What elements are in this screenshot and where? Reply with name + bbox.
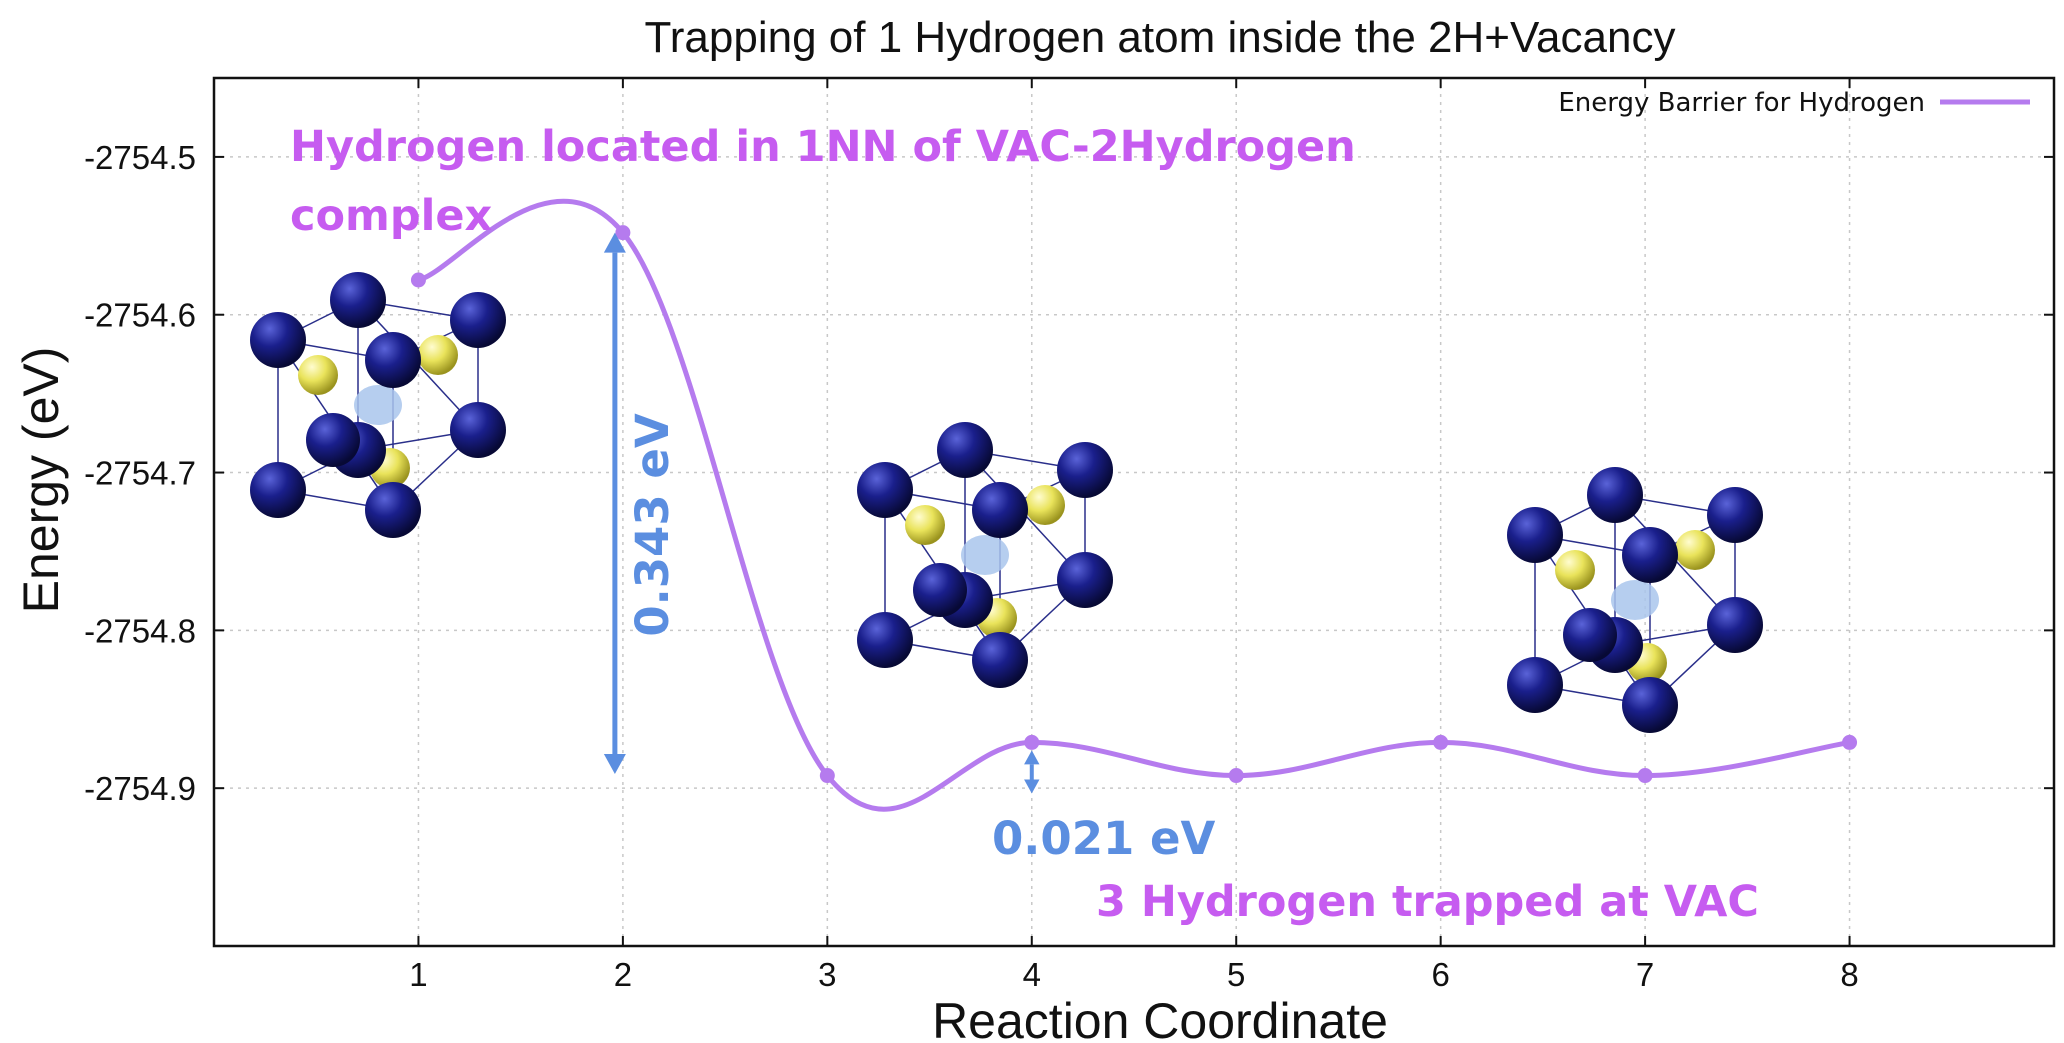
metal-atom-icon (365, 332, 421, 388)
hydrogen-atom-icon (418, 335, 458, 375)
grid-lines (214, 78, 2054, 946)
y-axis-label: Energy (eV) (13, 347, 69, 614)
x-axis-label: Reaction Coordinate (932, 993, 1388, 1043)
lattice-structure-icon (1507, 467, 1763, 733)
x-tick-label: 4 (1023, 956, 1041, 993)
hydrogen-atom-icon (1025, 485, 1065, 525)
metal-atom-icon (1057, 442, 1113, 498)
metal-atom-icon (330, 272, 386, 328)
metal-atom-icon (1563, 608, 1617, 662)
chart-title: Trapping of 1 Hydrogen atom inside the 2… (645, 13, 1676, 62)
metal-atom-icon (1622, 677, 1678, 733)
arrow-head-down (1024, 779, 1040, 794)
metal-atom-icon (857, 612, 913, 668)
metal-atom-icon (1707, 487, 1763, 543)
metal-atom-icon (450, 402, 506, 458)
metal-atom-icon (250, 312, 306, 368)
x-tick-label: 1 (409, 956, 427, 993)
metal-atom-icon (1057, 552, 1113, 608)
metal-atom-icon (1622, 527, 1678, 583)
hydrogen-atom-icon (1675, 530, 1715, 570)
data-point (819, 768, 835, 784)
vacancy-site-icon (354, 385, 402, 425)
lattice-structure-icon (250, 272, 506, 538)
legend-label: Energy Barrier for Hydrogen (1558, 88, 1925, 118)
vacancy-site-icon (1611, 580, 1659, 620)
y-tick-label: -2754.6 (84, 297, 196, 334)
data-point (615, 225, 631, 241)
annotation-initial-state-line2: complex (290, 191, 493, 241)
data-point (1228, 768, 1244, 784)
annotation-final-state: 3 Hydrogen trapped at VAC (1096, 877, 1759, 927)
plot-frame (212, 76, 2056, 948)
arrow-head-up (603, 232, 626, 253)
hydrogen-atom-icon (1555, 550, 1595, 590)
legend: Energy Barrier for Hydrogen (1558, 88, 2030, 118)
metal-atom-icon (450, 292, 506, 348)
metal-atom-icon (1707, 597, 1763, 653)
series-layer (410, 198, 1858, 812)
metal-atom-icon (857, 462, 913, 518)
x-tick-label: 7 (1636, 956, 1654, 993)
annotation-barrier-small: 0.021 eV (992, 812, 1216, 865)
annotation-barrier-main: 0.343 eV (626, 413, 679, 637)
annotation-initial-state-line1: Hydrogen located in 1NN of VAC-2Hydrogen (290, 122, 1356, 172)
x-tick-label: 5 (1227, 956, 1245, 993)
hydrogen-atom-icon (905, 505, 945, 545)
arrow-head-down (603, 753, 626, 774)
x-tick-label: 3 (818, 956, 836, 993)
vacancy-site-icon (961, 535, 1009, 575)
metal-atom-icon (972, 482, 1028, 538)
y-tick-label: -2754.5 (84, 139, 196, 176)
metal-atom-icon (306, 413, 360, 467)
x-axis-ticks: 1 2 3 4 5 6 7 8 (409, 78, 1859, 993)
barrier-arrow-main (603, 232, 626, 774)
data-point (1637, 768, 1653, 784)
data-point (1024, 734, 1040, 750)
metal-atom-icon (1507, 507, 1563, 563)
data-point (1842, 734, 1858, 750)
metal-atom-icon (937, 422, 993, 478)
y-tick-label: -2754.7 (84, 455, 196, 492)
x-tick-label: 6 (1431, 956, 1449, 993)
y-tick-label: -2754.9 (84, 770, 196, 807)
barrier-arrow-small (1024, 750, 1040, 794)
data-point (1433, 734, 1449, 750)
metal-atom-icon (972, 632, 1028, 688)
lattice-structure-icon (857, 422, 1113, 688)
y-axis-ticks: -2754.5 -2754.6 -2754.7 -2754.8 -2754.9 (84, 139, 2054, 807)
x-tick-label: 8 (1840, 956, 1858, 993)
metal-atom-icon (1507, 657, 1563, 713)
metal-atom-icon (250, 462, 306, 518)
arrow-head-up (1024, 750, 1040, 765)
data-point (410, 272, 426, 288)
metal-atom-icon (913, 563, 967, 617)
hydrogen-atom-icon (298, 355, 338, 395)
metal-atom-icon (1587, 467, 1643, 523)
y-tick-label: -2754.8 (84, 612, 196, 649)
metal-atom-icon (365, 482, 421, 538)
x-tick-label: 2 (614, 956, 632, 993)
